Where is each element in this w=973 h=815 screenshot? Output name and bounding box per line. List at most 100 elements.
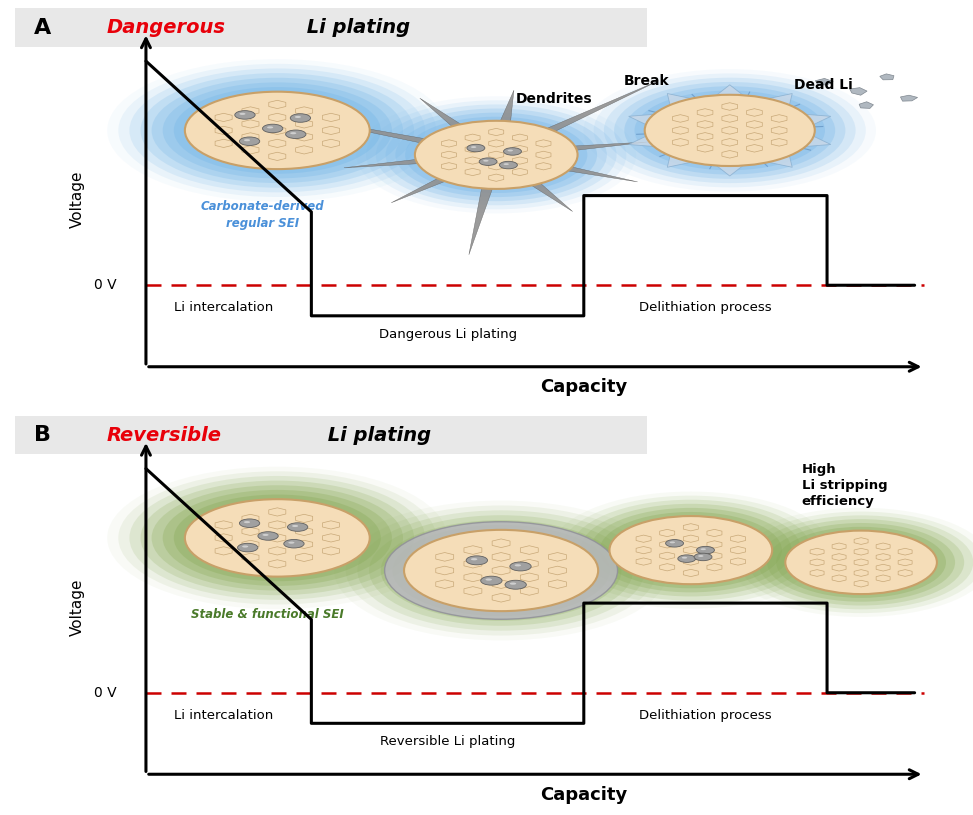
Ellipse shape xyxy=(484,160,488,161)
Polygon shape xyxy=(880,74,894,80)
Ellipse shape xyxy=(174,495,380,581)
Ellipse shape xyxy=(669,541,675,544)
Polygon shape xyxy=(629,132,667,148)
Ellipse shape xyxy=(479,158,497,165)
Ellipse shape xyxy=(334,500,668,641)
Polygon shape xyxy=(527,180,573,212)
Ellipse shape xyxy=(162,82,392,178)
Ellipse shape xyxy=(467,144,485,152)
Ellipse shape xyxy=(185,92,370,170)
Ellipse shape xyxy=(107,59,448,201)
Text: Reversible: Reversible xyxy=(107,425,222,445)
Ellipse shape xyxy=(634,90,825,170)
Ellipse shape xyxy=(392,525,610,616)
Polygon shape xyxy=(859,102,874,108)
Polygon shape xyxy=(900,95,918,101)
Ellipse shape xyxy=(292,525,298,527)
Polygon shape xyxy=(419,98,465,130)
Ellipse shape xyxy=(263,124,283,133)
Ellipse shape xyxy=(570,500,811,601)
Ellipse shape xyxy=(682,557,687,558)
Ellipse shape xyxy=(239,112,245,115)
Ellipse shape xyxy=(510,562,531,570)
Ellipse shape xyxy=(404,530,598,611)
Ellipse shape xyxy=(749,515,973,610)
Polygon shape xyxy=(667,94,703,111)
Ellipse shape xyxy=(609,516,773,584)
Text: 0 V: 0 V xyxy=(94,685,117,700)
Ellipse shape xyxy=(505,580,526,589)
Ellipse shape xyxy=(504,148,522,155)
Ellipse shape xyxy=(357,510,645,631)
Ellipse shape xyxy=(678,555,696,562)
Text: B: B xyxy=(34,425,51,445)
Ellipse shape xyxy=(395,112,597,197)
Ellipse shape xyxy=(140,481,414,595)
Polygon shape xyxy=(629,113,667,129)
Polygon shape xyxy=(792,113,831,129)
Ellipse shape xyxy=(503,163,509,165)
Ellipse shape xyxy=(560,496,821,605)
Ellipse shape xyxy=(107,467,448,609)
Ellipse shape xyxy=(345,505,657,636)
Polygon shape xyxy=(756,150,792,167)
Ellipse shape xyxy=(268,126,273,129)
Ellipse shape xyxy=(739,512,973,613)
Ellipse shape xyxy=(384,522,618,619)
FancyBboxPatch shape xyxy=(15,416,647,455)
Ellipse shape xyxy=(731,508,973,617)
Ellipse shape xyxy=(288,542,295,544)
Polygon shape xyxy=(792,132,831,148)
Ellipse shape xyxy=(239,137,260,146)
Text: Dangerous Li plating: Dangerous Li plating xyxy=(378,328,517,341)
Text: Reversible Li plating: Reversible Li plating xyxy=(379,735,516,748)
Ellipse shape xyxy=(234,111,255,119)
Polygon shape xyxy=(344,159,425,168)
Polygon shape xyxy=(499,90,514,125)
Ellipse shape xyxy=(290,132,297,134)
Text: Li plating: Li plating xyxy=(321,425,431,445)
Polygon shape xyxy=(756,94,792,111)
Ellipse shape xyxy=(701,548,706,550)
Polygon shape xyxy=(391,176,450,203)
Ellipse shape xyxy=(286,130,306,139)
Ellipse shape xyxy=(767,523,955,601)
Ellipse shape xyxy=(369,515,633,626)
Ellipse shape xyxy=(590,508,792,593)
Text: Carbonate-derived
regular SEI: Carbonate-derived regular SEI xyxy=(200,200,325,230)
Text: Break: Break xyxy=(624,74,669,88)
Ellipse shape xyxy=(510,583,517,584)
Text: Li plating: Li plating xyxy=(300,18,410,37)
Ellipse shape xyxy=(295,116,301,118)
Ellipse shape xyxy=(380,520,622,621)
Polygon shape xyxy=(710,85,749,100)
Ellipse shape xyxy=(119,471,436,605)
Ellipse shape xyxy=(284,540,305,548)
Ellipse shape xyxy=(758,519,964,606)
Ellipse shape xyxy=(174,87,380,174)
Ellipse shape xyxy=(185,499,370,577)
Text: Dangerous: Dangerous xyxy=(107,18,226,37)
Ellipse shape xyxy=(508,150,513,152)
Polygon shape xyxy=(815,78,833,85)
Polygon shape xyxy=(560,165,637,182)
Ellipse shape xyxy=(471,558,478,561)
Ellipse shape xyxy=(414,121,578,189)
Ellipse shape xyxy=(119,64,436,197)
Text: Capacity: Capacity xyxy=(540,378,628,396)
Ellipse shape xyxy=(242,545,248,548)
FancyBboxPatch shape xyxy=(15,8,647,46)
Ellipse shape xyxy=(466,556,487,565)
Ellipse shape xyxy=(604,77,855,183)
Ellipse shape xyxy=(580,504,802,597)
Polygon shape xyxy=(469,185,493,255)
Text: Voltage: Voltage xyxy=(70,171,86,228)
Text: Li intercalation: Li intercalation xyxy=(174,302,273,314)
Ellipse shape xyxy=(599,512,782,588)
Ellipse shape xyxy=(486,579,492,580)
Text: 0 V: 0 V xyxy=(94,278,117,293)
Text: Stable & functional SEI: Stable & functional SEI xyxy=(192,608,343,620)
Ellipse shape xyxy=(471,146,477,148)
Ellipse shape xyxy=(129,68,425,192)
Ellipse shape xyxy=(551,491,831,609)
